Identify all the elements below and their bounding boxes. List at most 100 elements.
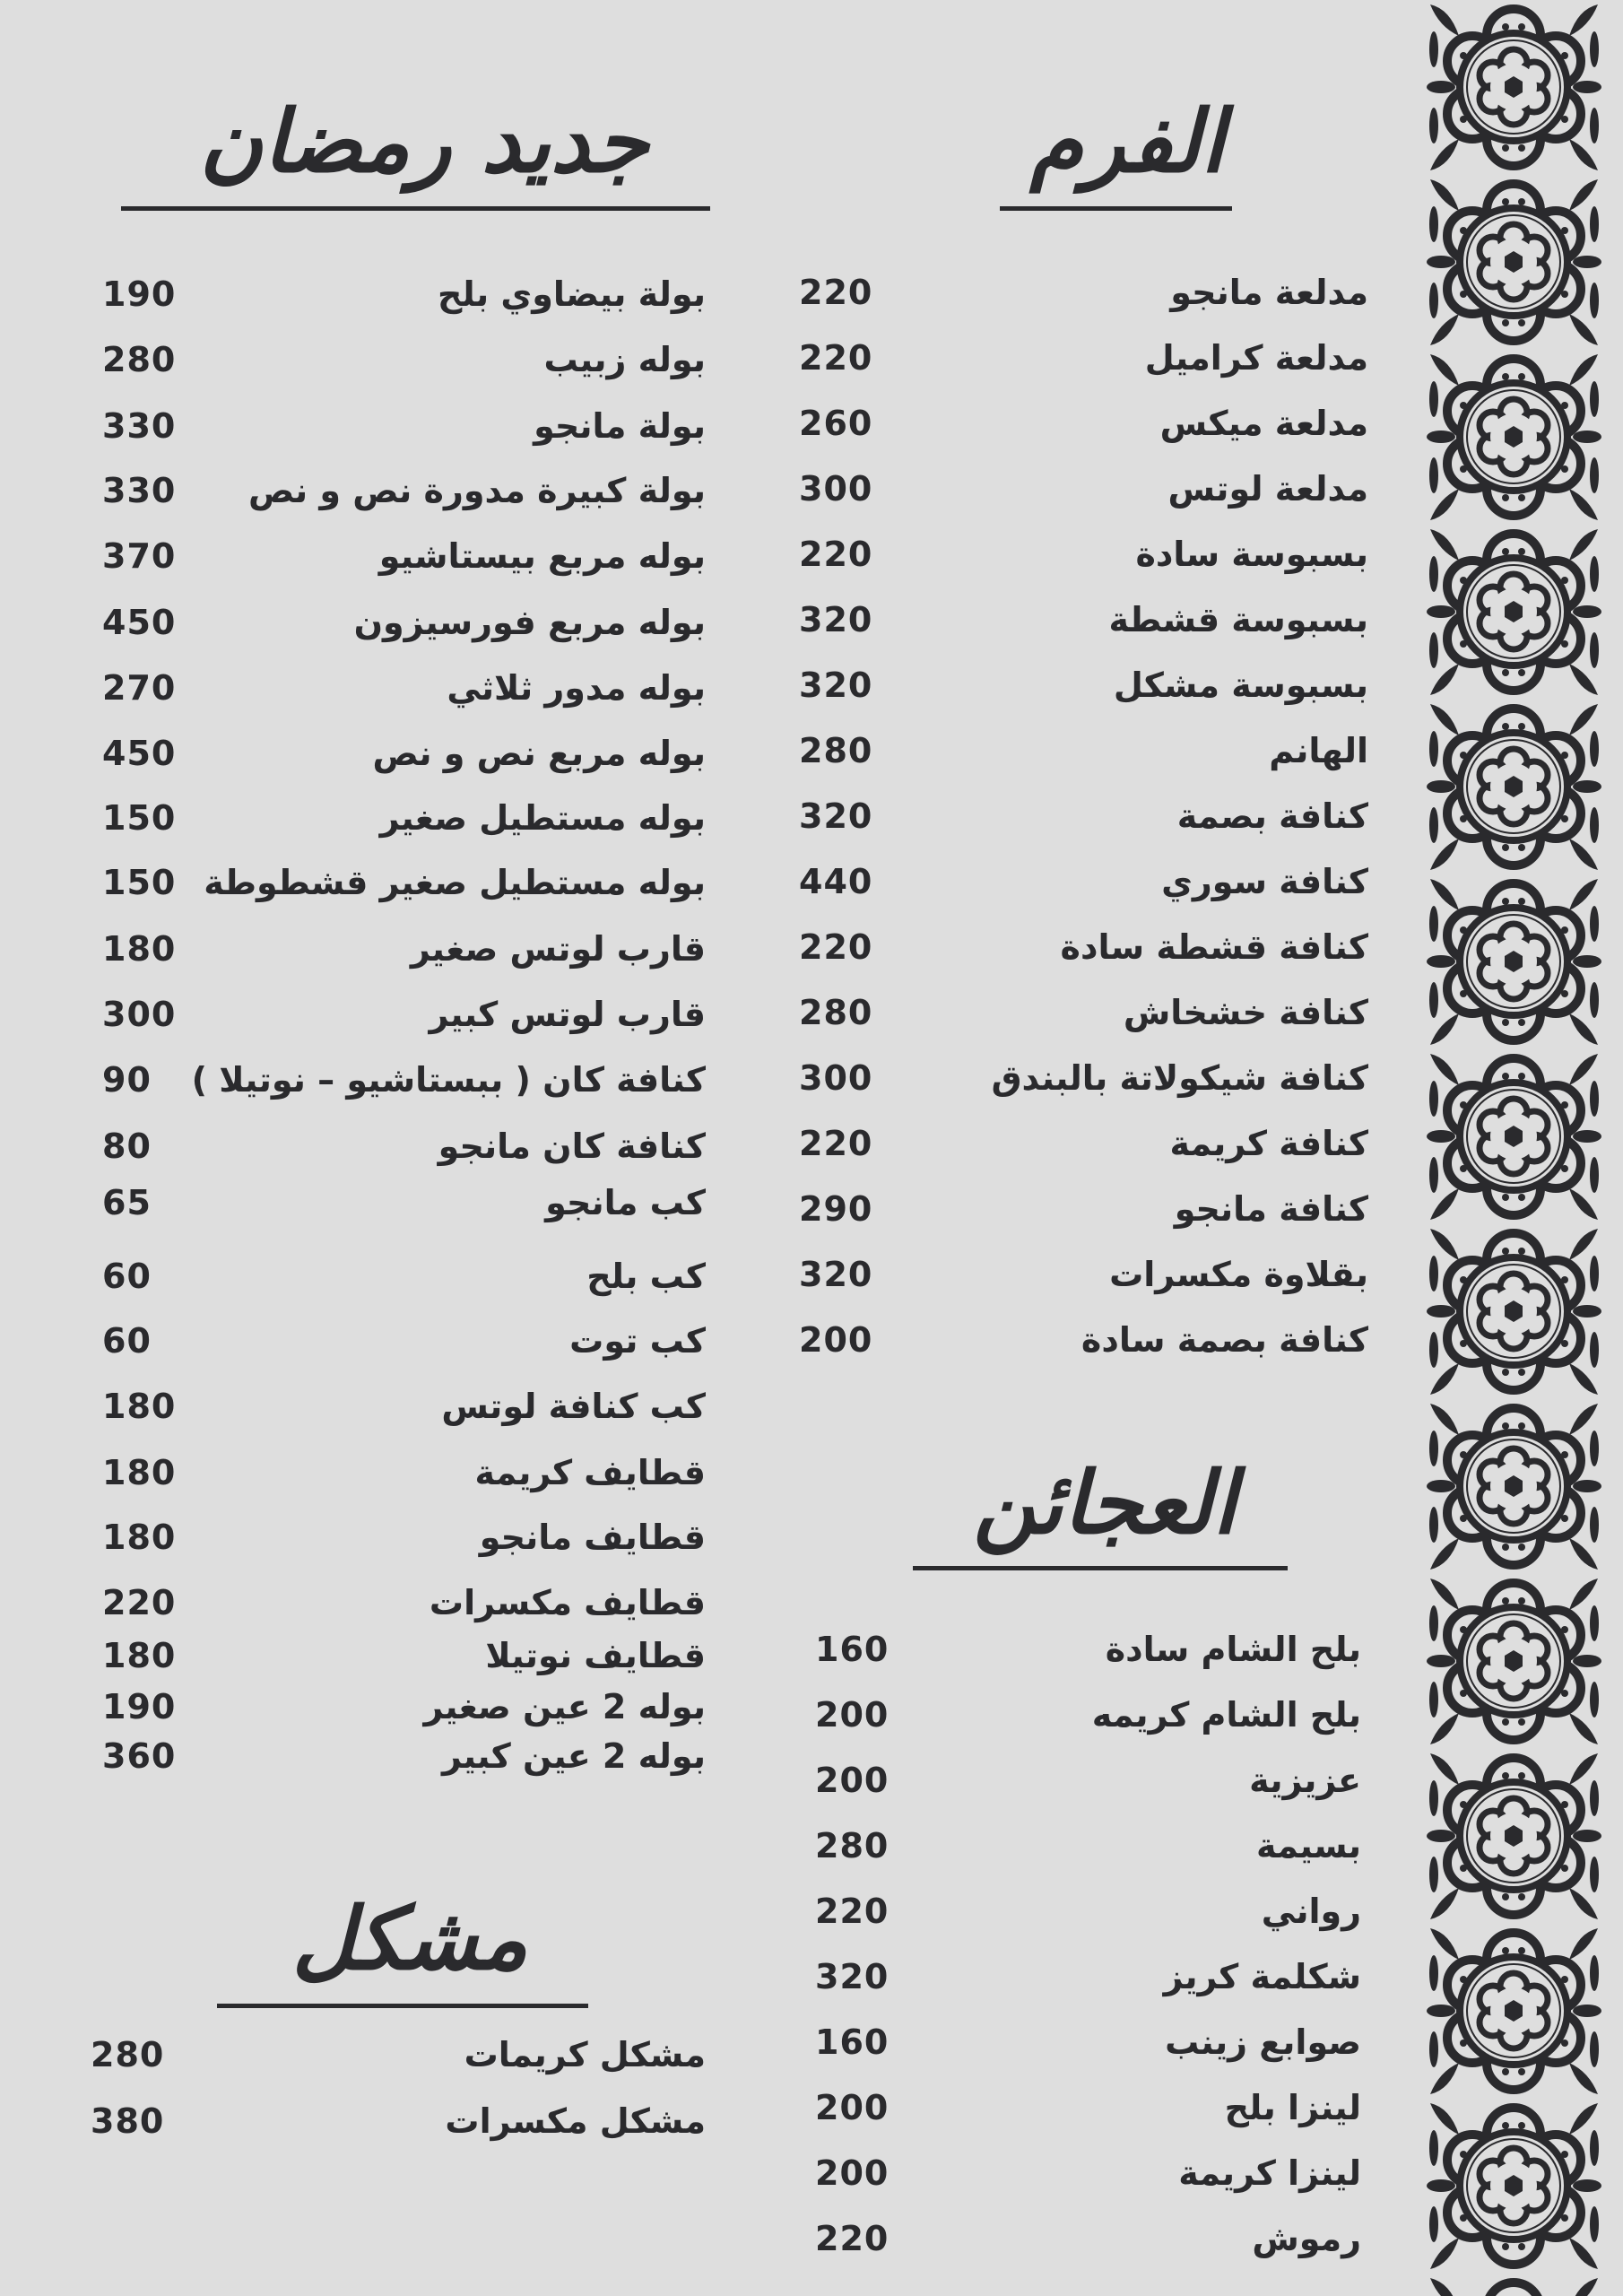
menu-item-price: 200 [815, 1695, 890, 1735]
menu-item-price: 220 [815, 2219, 890, 2258]
menu-item-price: 180 [102, 1636, 177, 1675]
menu-item-price: 320 [815, 1957, 890, 1996]
menu-item-name: بوله 2 عين صغير [423, 1687, 706, 1726]
menu-item-price: 300 [799, 469, 873, 509]
menu-item-price: 280 [799, 993, 873, 1032]
menu-item-price: 440 [799, 862, 873, 901]
menu-item-name: بوله مربع بيستاشيو [378, 536, 706, 576]
menu-item-name: قطايف نوتيلا [485, 1636, 706, 1675]
menu-item-price: 150 [102, 798, 177, 838]
menu-item-price: 190 [102, 274, 177, 314]
menu-item-name: بولة بيضاوي بلح [438, 274, 706, 314]
menu-item-price: 200 [815, 2153, 890, 2193]
menu-item-price: 450 [102, 603, 177, 642]
menu-item-name: بوله مربع فورسيزون [353, 603, 706, 642]
menu-item-price: 180 [102, 1387, 177, 1426]
menu-item-name: بولة مانجو [534, 406, 706, 446]
menu-item-price: 320 [799, 665, 873, 705]
menu-item-price: 190 [102, 1687, 177, 1726]
menu-item-name: قارب لوتس صغير [410, 929, 706, 969]
menu-item-price: 320 [799, 600, 873, 639]
menu-item-price: 180 [102, 1518, 177, 1557]
menu-item-price: 200 [799, 1320, 873, 1360]
menu-item-name: مشكل مكسرات [445, 2101, 706, 2141]
floral-tile-border-icon [1423, 0, 1605, 2296]
menu-item-name: صوابع زينب [1165, 2022, 1361, 2062]
menu-item-name: كب كنافة لوتس [441, 1387, 706, 1426]
menu-item-name: بسبوسة قشطة [1108, 600, 1368, 639]
menu-item-name: كنافة كان ( ببستاشيو – نوتيلا ) [191, 1060, 706, 1100]
menu-item-price: 180 [102, 929, 177, 969]
section-divider [1000, 206, 1232, 211]
menu-item-name: بقلاوة مكسرات [1109, 1255, 1368, 1294]
menu-item-name: بوله مربع نص و نص [372, 734, 706, 773]
menu-item-name: كب بلح [586, 1257, 706, 1296]
menu-item-name: مدلعة ميكس [1159, 404, 1368, 443]
menu-item-price: 90 [102, 1060, 152, 1100]
menu-item-name: قطايف مانجو [479, 1518, 706, 1557]
section-title-ramadan: جديد رمضان [199, 91, 650, 192]
menu-item-price: 220 [815, 1892, 890, 1931]
menu-item-price: 270 [102, 668, 177, 708]
menu-item-name: بوله زبيب [543, 340, 706, 379]
menu-item-name: بوله مستطيل صغير [379, 798, 706, 838]
menu-item-name: عزيزية [1249, 1761, 1361, 1800]
menu-item-price: 330 [102, 471, 177, 510]
menu-item-price: 60 [102, 1321, 152, 1361]
menu-item-price: 450 [102, 734, 177, 773]
menu-item-name: الهانم [1269, 731, 1368, 770]
menu-item-name: بسبوسة سادة [1135, 535, 1369, 574]
section-divider [217, 2004, 588, 2008]
menu-item-name: رواني [1261, 1892, 1361, 1931]
menu-item-name: كنافة كريمة [1169, 1124, 1368, 1163]
menu-item-name: كنافة بصمة [1176, 796, 1368, 836]
menu-item-price: 300 [102, 995, 177, 1034]
menu-item-name: لينزا بلح [1224, 2088, 1361, 2127]
menu-item-name: كنافة بصمة سادة [1081, 1320, 1368, 1360]
menu-item-price: 280 [91, 2035, 165, 2074]
menu-item-name: قارب لوتس كبير [429, 995, 706, 1034]
menu-item-name: رموش [1252, 2219, 1361, 2258]
menu-item-price: 220 [799, 338, 873, 378]
menu-item-name: لينزا كريمة [1178, 2153, 1361, 2193]
menu-item-price: 65 [102, 1183, 152, 1222]
menu-item-name: مدلعة لوتس [1167, 469, 1368, 509]
menu-item-price: 160 [815, 2022, 890, 2062]
menu-item-price: 180 [102, 1453, 177, 1492]
menu-item-price: 300 [799, 1058, 873, 1098]
section-title-ajaen: العجائن [973, 1452, 1237, 1553]
menu-item-name: بوله مدور ثلاثي [447, 668, 706, 708]
menu-item-name: كب توت [569, 1321, 706, 1361]
section-title-forn: الفرم [1029, 91, 1227, 192]
menu-item-price: 220 [102, 1583, 177, 1622]
menu-item-name: شكلمة كريز [1163, 1957, 1361, 1996]
menu-item-name: بسيمة [1256, 1826, 1361, 1866]
menu-item-name: كنافة مانجو [1174, 1189, 1368, 1229]
menu-item-price: 260 [799, 404, 873, 443]
menu-item-price: 150 [102, 863, 177, 902]
menu-item-name: مشكل كريمات [464, 2035, 706, 2074]
menu-item-price: 80 [102, 1126, 152, 1166]
menu-item-price: 330 [102, 406, 177, 446]
menu-item-name: بولة كبيرة مدورة نص و نص [248, 471, 706, 510]
section-title-mixed: مشكل [291, 1888, 530, 1989]
menu-item-name: كنافة خشخاش [1123, 993, 1368, 1032]
menu-item-name: كنافة قشطة سادة [1060, 927, 1368, 967]
menu-item-name: بوله مستطيل صغير قشطوطة [204, 863, 706, 902]
menu-item-name: مدلعة كراميل [1144, 338, 1368, 378]
menu-item-price: 380 [91, 2101, 165, 2141]
menu-item-price: 320 [799, 796, 873, 836]
section-divider [913, 1566, 1288, 1570]
menu-item-price: 160 [815, 1630, 890, 1669]
menu-item-price: 320 [799, 1255, 873, 1294]
menu-item-name: كنافة شيكولاتة بالبندق [991, 1058, 1368, 1098]
menu-item-name: كنافة سوري [1161, 862, 1368, 901]
menu-item-price: 280 [799, 731, 873, 770]
menu-item-name: بلح الشام كريمه [1091, 1695, 1361, 1735]
menu-item-price: 220 [799, 927, 873, 967]
menu-item-name: بلح الشام سادة [1105, 1630, 1361, 1669]
menu-item-price: 220 [799, 535, 873, 574]
menu-item-price: 280 [102, 340, 177, 379]
menu-item-price: 360 [102, 1736, 177, 1776]
menu-item-price: 220 [799, 1124, 873, 1163]
